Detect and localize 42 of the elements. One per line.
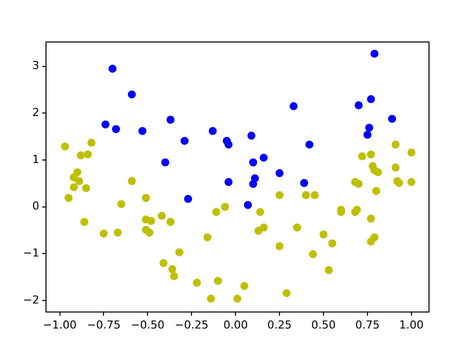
point xyxy=(112,125,120,134)
point xyxy=(208,126,217,135)
y-tick-label: 2 xyxy=(32,106,40,120)
point xyxy=(260,154,268,162)
point xyxy=(138,126,146,135)
x-tick-label: −0.25 xyxy=(174,318,208,332)
point xyxy=(224,140,233,149)
point xyxy=(276,169,284,178)
x-tick-label: −0.50 xyxy=(130,318,165,332)
x-tick-label: 0.50 xyxy=(311,318,336,332)
x-tick-label: 0.00 xyxy=(223,318,248,332)
x-tick-label: −1.00 xyxy=(42,318,77,332)
point xyxy=(224,178,233,186)
point xyxy=(370,50,378,58)
point xyxy=(365,124,374,132)
point xyxy=(184,194,192,203)
x-tick-label: 0.75 xyxy=(355,318,380,332)
y-tick-label: −2 xyxy=(22,293,40,306)
point xyxy=(305,140,314,149)
y-tick-label: 3 xyxy=(32,59,40,72)
point xyxy=(247,132,256,140)
point xyxy=(363,130,372,139)
point xyxy=(354,101,363,110)
y-tick-label: −1 xyxy=(22,246,40,260)
point xyxy=(249,158,258,166)
point xyxy=(180,136,189,145)
point xyxy=(101,120,110,128)
point xyxy=(366,95,375,104)
y-tick-label: 1 xyxy=(32,152,40,166)
point xyxy=(290,102,298,110)
point xyxy=(300,178,308,187)
point xyxy=(388,114,396,123)
x-tick-label: 0.25 xyxy=(267,318,292,332)
point xyxy=(166,116,175,124)
point xyxy=(244,201,252,210)
x-tick-label: 1.00 xyxy=(399,318,424,332)
point xyxy=(249,180,258,188)
y-tick-label: 0 xyxy=(32,200,40,213)
point xyxy=(128,90,136,98)
x-tick-label: −0.75 xyxy=(86,318,121,332)
point xyxy=(108,64,117,73)
point xyxy=(161,158,170,166)
